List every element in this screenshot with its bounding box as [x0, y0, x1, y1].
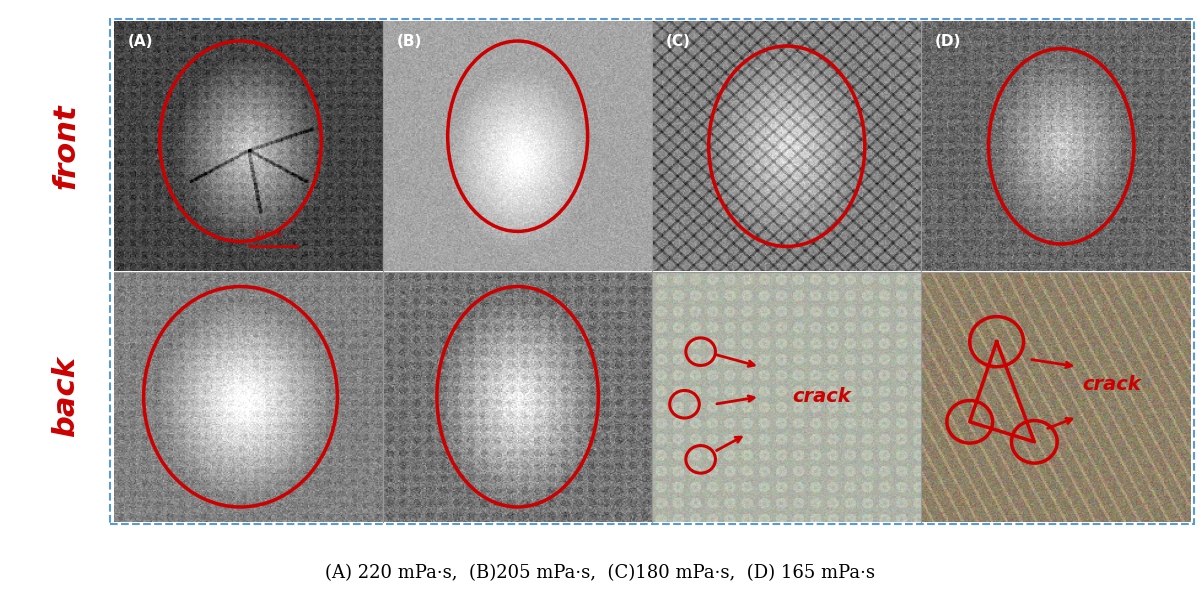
Text: (B): (B)	[396, 34, 422, 49]
Text: back: back	[52, 356, 80, 437]
Text: (C): (C)	[666, 34, 690, 49]
Text: 10mm: 10mm	[254, 230, 283, 239]
Text: (D): (D)	[935, 34, 961, 49]
Text: (A) 220 mPa·s,  (B)205 mPa·s,  (C)180 mPa·s,  (D) 165 mPa·s: (A) 220 mPa·s, (B)205 mPa·s, (C)180 mPa·…	[325, 564, 875, 582]
Text: (A): (A)	[127, 34, 152, 49]
Text: crack: crack	[792, 387, 851, 406]
Text: front: front	[52, 103, 80, 189]
Text: crack: crack	[1082, 375, 1141, 394]
